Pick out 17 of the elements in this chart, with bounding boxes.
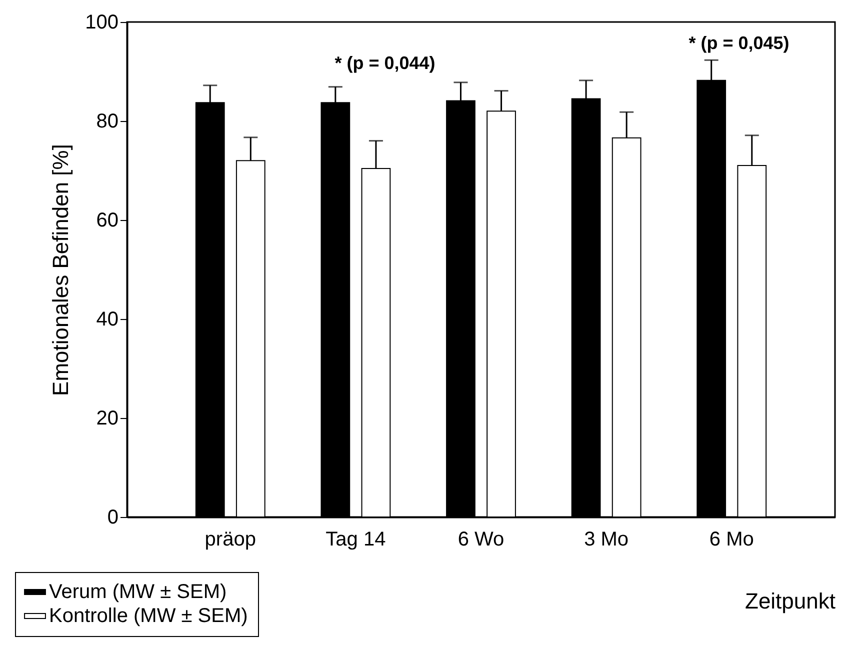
x-axis-title: Zeitpunkt	[745, 588, 836, 614]
y-tick-label: 0	[107, 506, 118, 528]
legend-label: Kontrolle (MW ± SEM)	[49, 605, 248, 627]
x-tick-label: 6 Mo	[709, 528, 754, 550]
x-tick-label: 6 Wo	[458, 528, 504, 550]
annotation: * (p = 0,044)	[334, 53, 436, 73]
y-tick-label: 20	[96, 408, 118, 430]
x-tick-label: 3 Mo	[584, 528, 629, 550]
y-tick-label: 60	[96, 210, 118, 232]
x-tick-label: Tag 14	[326, 528, 386, 550]
legend-label: Verum (MW ± SEM)	[49, 581, 227, 603]
y-tick-label: 80	[96, 110, 118, 132]
y-axis-title: Emotionales Befinden [%]	[48, 144, 74, 396]
annotation: * (p = 0,045)	[688, 33, 790, 53]
x-tick-label: präop	[204, 528, 256, 550]
y-tick-label: 40	[96, 308, 118, 330]
y-tick-label: 100	[85, 12, 118, 34]
